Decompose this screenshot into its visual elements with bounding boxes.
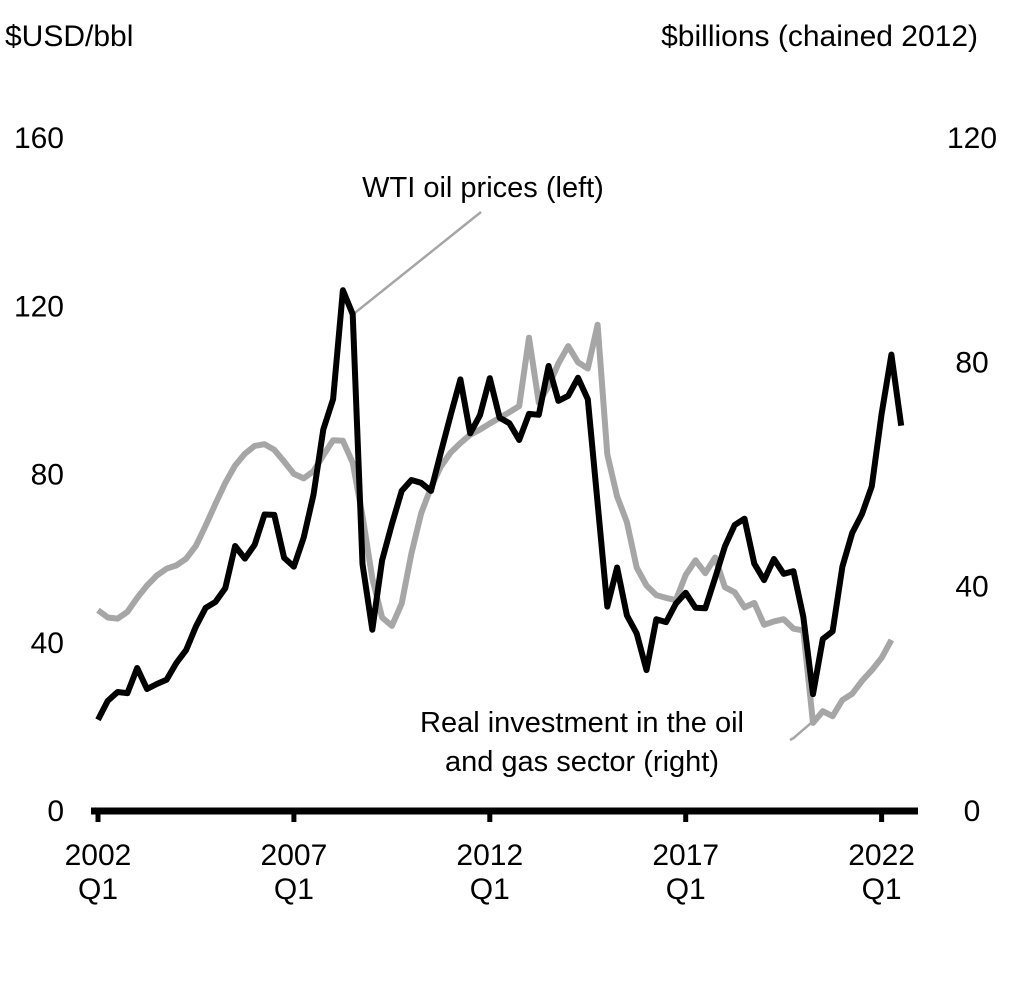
left-axis-unit-label: $USD/bbl <box>5 20 133 53</box>
left-axis-tick-label: 80 <box>31 459 64 492</box>
right-axis-tick-label: 40 <box>955 571 988 604</box>
annotation-investment-line-2: and gas sector (right) <box>445 746 719 778</box>
x-axis-tick-quarter: Q1 <box>78 873 118 906</box>
right-axis-tick-label: 80 <box>955 346 988 379</box>
left-axis-tick-label: 0 <box>47 795 64 828</box>
x-axis-tick-year: 2012 <box>456 839 523 872</box>
x-axis-tick-quarter: Q1 <box>274 873 314 906</box>
x-axis-tick-quarter: Q1 <box>862 873 902 906</box>
right-axis-unit-label: $billions (chained 2012) <box>661 20 978 53</box>
annotation-wti: WTI oil prices (left) <box>362 172 604 204</box>
left-axis-tick-label: 120 <box>14 290 64 323</box>
right-axis-ticks: 0 40 80 120 <box>947 122 997 828</box>
left-axis-tick-label: 40 <box>31 627 64 660</box>
x-axis-tick-quarter: Q1 <box>470 873 510 906</box>
leader-line-investment <box>789 720 814 742</box>
x-axis-tick-year: 2022 <box>848 839 915 872</box>
series-line-wti-oil-prices <box>95 287 905 722</box>
series-line-real-investment <box>96 321 895 726</box>
annotation-wti-label: WTI oil prices (left) <box>362 172 604 204</box>
left-axis-ticks: 0 40 80 120 160 <box>14 122 64 828</box>
x-axis-tick-year: 2002 <box>65 839 132 872</box>
x-axis-tick-year: 2017 <box>652 839 719 872</box>
x-axis-tick-quarter: Q1 <box>666 873 706 906</box>
annotation-leaders <box>351 211 814 742</box>
left-axis-tick-label: 160 <box>14 122 64 155</box>
right-axis-tick-label: 0 <box>964 795 981 828</box>
annotation-investment: Real investment in the oil and gas secto… <box>420 707 744 778</box>
series-layer <box>95 287 905 726</box>
right-axis-tick-label: 120 <box>947 122 997 155</box>
x-axis-tick-year: 2007 <box>261 839 328 872</box>
leader-line-wti <box>351 211 482 316</box>
annotation-investment-line-1: Real investment in the oil <box>420 707 744 739</box>
